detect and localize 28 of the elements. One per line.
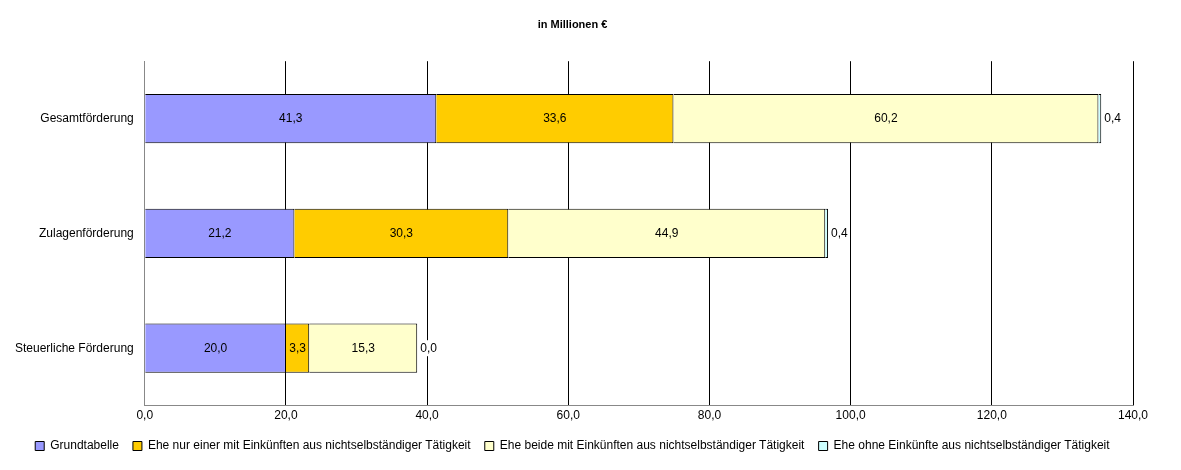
x-tick-label: 20,0: [274, 408, 298, 423]
y-tick-label: Steuerliche Förderung: [15, 340, 134, 355]
data-label: 3,3: [289, 340, 307, 355]
y-tick-label: Zulagenförderung: [39, 225, 134, 240]
data-label: 41,3: [279, 110, 303, 125]
x-tick-label: 100,0: [835, 408, 866, 423]
legend-label: Ehe ohne Einkünfte aus nichtselbständiger Tätigkeit: [833, 438, 1111, 453]
data-label: 60,2: [874, 110, 898, 125]
legend-label: Ehe nur einer mit Einkünften aus nichtselbständiger Tätigkeit: [147, 438, 472, 453]
x-tick-label: 140,0: [1117, 408, 1149, 423]
x-tick-label: 40,0: [415, 408, 440, 423]
data-label: 0,4: [1104, 110, 1122, 125]
x-tick-label: 120,0: [976, 408, 1008, 423]
data-label: 21,2: [208, 225, 232, 240]
y-tick-label: Gesamtförderung: [40, 110, 134, 125]
data-label: 44,9: [655, 225, 679, 240]
x-tick-label: 0,0: [136, 408, 154, 423]
data-label: 15,3: [351, 340, 376, 355]
chart-title: in Millionen €: [537, 17, 608, 30]
legend-label: Grundtabelle: [50, 438, 120, 453]
data-label: 20,0: [203, 340, 228, 355]
x-tick-label: 60,0: [556, 408, 581, 423]
data-label: 33,6: [543, 110, 567, 125]
data-label: 30,3: [389, 225, 414, 240]
legend-label: Ehe beide mit Einkünften aus nichtselbständiger Tätigkeit: [499, 438, 806, 453]
data-label: 0,0: [420, 340, 438, 355]
data-label: 0,4: [831, 225, 849, 240]
x-tick-label: 80,0: [697, 408, 722, 423]
